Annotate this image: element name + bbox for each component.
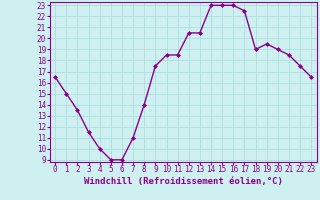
X-axis label: Windchill (Refroidissement éolien,°C): Windchill (Refroidissement éolien,°C) [84, 177, 283, 186]
